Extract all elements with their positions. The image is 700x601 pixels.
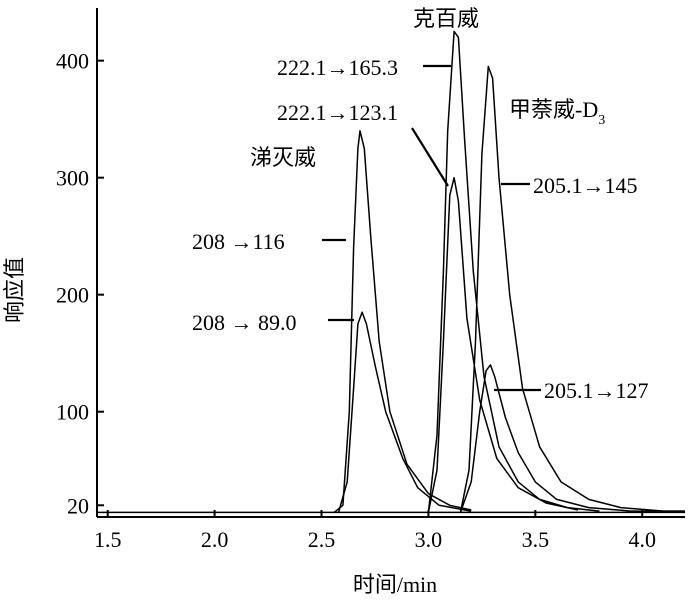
annotation-label: 222.1→123.1 — [277, 100, 398, 125]
series-layer — [97, 30, 685, 514]
y-tick-label: 300 — [56, 166, 89, 191]
annotation-label: 205.1→145 — [533, 173, 638, 198]
x-tick-label: 1.5 — [94, 527, 122, 552]
annotation-5: 222.1→165.3 — [277, 55, 451, 80]
series-line-2 — [337, 311, 472, 513]
annotation-label: 222.1→165.3 — [277, 55, 398, 80]
annotation-layer: 涕灭威 208 →116 208 → 89.0 克百威 222.1→165.3 222.1… — [192, 6, 649, 403]
axis-layer: 1.5 2.0 2.5 3.0 3.5 4.0 20 100 200 300 400 — [56, 8, 685, 552]
annotation-label: 涕灭威 — [250, 145, 316, 170]
annotation-9: 205.1→127 — [494, 378, 649, 403]
annotation-label: 甲萘威-D3 — [509, 97, 605, 128]
annotation-7: 甲萘威-D3 — [509, 97, 605, 128]
series-line-5 — [459, 65, 685, 513]
y-tick-label: 20 — [67, 493, 89, 518]
x-tick-label: 2.5 — [308, 527, 336, 552]
x-tick-label: 4.0 — [628, 527, 656, 552]
annotation-subscript: 3 — [598, 113, 605, 128]
annotation-4: 克百威 — [413, 6, 479, 31]
x-tick-label: 2.0 — [201, 527, 229, 552]
annotation-3: 208 → 89.0 — [192, 310, 354, 335]
series-line-3 — [427, 30, 600, 513]
y-tick-label: 200 — [56, 283, 89, 308]
series-line-4 — [427, 176, 579, 513]
x-tick-label: 3.5 — [522, 527, 550, 552]
x-tick-label: 3.0 — [415, 527, 443, 552]
annotation-leader-line — [411, 127, 449, 187]
series-line-1 — [333, 130, 472, 513]
y-tick-label: 400 — [56, 49, 89, 74]
y-tick-label: 100 — [56, 400, 89, 425]
annotation-label: 208 → 89.0 — [192, 310, 297, 335]
annotation-label: 克百威 — [413, 6, 479, 31]
series-line-6 — [459, 364, 685, 513]
annotation-6: 222.1→123.1 — [277, 100, 449, 187]
annotation-2: 208 →116 — [192, 229, 346, 254]
annotation-8: 205.1→145 — [501, 173, 638, 198]
y-axis-label: 响应值 — [2, 257, 27, 323]
x-axis-label: 时间/min — [353, 572, 437, 597]
annotation-1: 涕灭威 — [250, 145, 316, 170]
annotation-label: 208 →116 — [192, 229, 285, 254]
annotation-label: 205.1→127 — [544, 378, 649, 403]
